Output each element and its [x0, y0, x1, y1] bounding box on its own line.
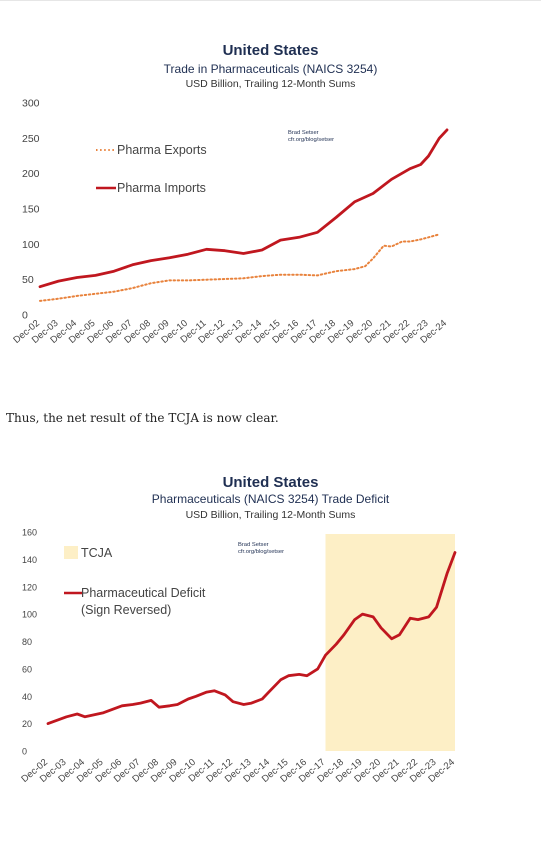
chart1-credit-url: cfr.org/blog/setser [288, 137, 334, 143]
chart2-legend-deficit-label-line1: Pharmaceutical Deficit [81, 586, 206, 600]
top-divider [0, 0, 541, 1]
chart2-series-line-0 [46, 551, 457, 725]
chart2-legend-tcja-swatch [64, 546, 78, 559]
chart1-units: USD Billion, Trailing 12-Month Sums [185, 78, 356, 90]
chart2-ytick-label: 140 [22, 555, 37, 565]
chart1-ytick-label: 250 [22, 133, 40, 145]
chart1-svg: 050100150200250300Dec-02Dec-03Dec-04Dec-… [11, 98, 449, 346]
chart2-ytick-label: 120 [22, 582, 37, 592]
chart1-credit-name: Brad Setser [288, 130, 319, 136]
chart2-units: USD Billion, Trailing 12-Month Sums [185, 509, 356, 521]
paragraph: Thus, the net result of the TCJA is now … [6, 411, 279, 425]
chart1-ytick-label: 50 [22, 274, 34, 286]
chart1-ytick-label: 100 [22, 239, 40, 251]
chart-trade: United States Trade in Pharmaceuticals (… [0, 0, 541, 400]
chart2-ytick-label: 100 [22, 610, 37, 620]
chart1-series-exports-0 [39, 233, 441, 302]
chart1-ytick-label: 0 [22, 310, 28, 322]
chart2-ytick-label: 60 [22, 664, 32, 674]
chart2-ytick-label: 0 [22, 747, 27, 757]
chart1-ytick-label: 150 [22, 204, 40, 216]
chart2-legend-tcja-label: TCJA [81, 546, 113, 560]
chart2-ytick-label: 40 [22, 692, 32, 702]
chart2-legend-deficit-label-line2: (Sign Reversed) [81, 603, 171, 617]
chart2-ytick-label: 160 [22, 528, 37, 538]
chart1-ytick-label: 300 [22, 98, 40, 110]
chart1-series-line-1 [38, 128, 449, 289]
chart2-subtitle: Pharmaceuticals (NAICS 3254) Trade Defic… [151, 492, 390, 506]
chart1-ytick-label: 200 [22, 168, 40, 180]
chart1-legend-exports-label: Pharma Exports [117, 143, 207, 157]
chart2-ytick-label: 20 [22, 719, 32, 729]
chart1-title: United States [222, 42, 319, 59]
chart1-legend-imports-label: Pharma Imports [117, 181, 206, 195]
chart2-tcja-region [325, 534, 455, 751]
chart2-title: United States [222, 474, 319, 491]
chart2-credit-url: cfr.org/blog/setser [238, 549, 284, 555]
chart1-subtitle: Trade in Pharmaceuticals (NAICS 3254) [163, 62, 378, 76]
chart2-ytick-label: 80 [22, 637, 32, 647]
chart2-credit-name: Brad Setser [238, 542, 269, 548]
